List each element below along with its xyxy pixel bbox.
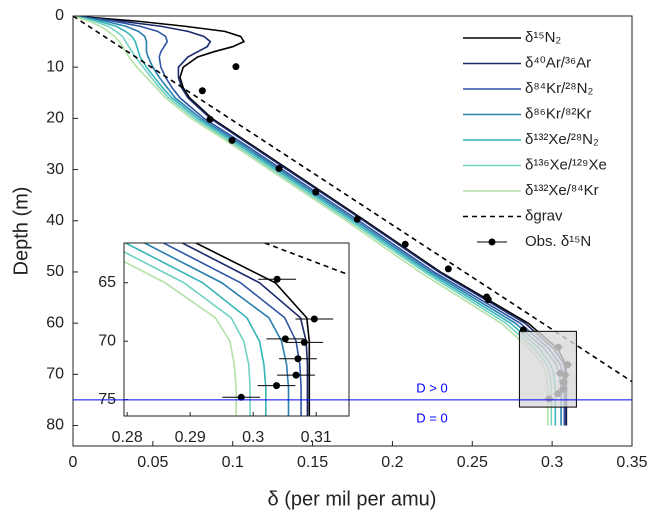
annotation: D = 0 bbox=[416, 410, 447, 425]
inset-y-tick-label: 75 bbox=[98, 391, 116, 408]
inset-obs-point bbox=[294, 355, 302, 363]
y-tick-label: 20 bbox=[46, 110, 64, 127]
inset-obs-point bbox=[292, 371, 300, 379]
obs-point bbox=[484, 296, 492, 304]
inset-obs-point bbox=[300, 338, 308, 346]
inset-frame bbox=[123, 242, 350, 417]
x-tick-label: 0.1 bbox=[222, 454, 244, 471]
annotation: D > 0 bbox=[416, 380, 447, 395]
y-tick-label: 80 bbox=[46, 417, 64, 434]
inset-series-line bbox=[180, 243, 309, 416]
inset-obs-point bbox=[237, 393, 245, 401]
inset-series-line bbox=[194, 243, 311, 416]
legend-label: δ¹³⁶Xe/¹²⁹Xe bbox=[525, 156, 607, 173]
legend-swatch bbox=[488, 238, 496, 246]
y-tick-label: 50 bbox=[46, 263, 64, 280]
inset-obs-point bbox=[281, 335, 289, 343]
inset-x-tick-label: 0.28 bbox=[112, 429, 143, 446]
x-tick-label: 0.2 bbox=[381, 454, 403, 471]
obs-point bbox=[198, 87, 206, 95]
obs-point bbox=[401, 240, 409, 248]
inset-obs-point bbox=[310, 315, 318, 323]
obs-point bbox=[353, 215, 361, 223]
inset-obs-point bbox=[273, 382, 281, 390]
inset-y-tick-label: 65 bbox=[98, 274, 116, 291]
legend-label: Obs. δ¹⁵N bbox=[525, 233, 591, 250]
y-axis-label: Depth (m) bbox=[10, 187, 32, 276]
inset-series-line bbox=[142, 243, 290, 416]
legend-label: δ¹⁵N₂ bbox=[525, 29, 561, 46]
legend-label: δ⁸⁶Kr/⁸²Kr bbox=[525, 105, 591, 122]
y-tick-label: 60 bbox=[46, 314, 64, 331]
obs-point bbox=[228, 136, 236, 144]
obs-point bbox=[206, 115, 214, 123]
inset-x-tick-label: 0.31 bbox=[301, 429, 332, 446]
legend-label: δ⁸⁴Kr/²⁸N₂ bbox=[525, 80, 593, 97]
inset-series-line bbox=[124, 243, 267, 416]
y-tick-label: 30 bbox=[46, 161, 64, 178]
inset-x-tick-label: 0.3 bbox=[242, 429, 264, 446]
y-tick-label: 70 bbox=[46, 366, 64, 383]
x-axis-label: δ (per mil per amu) bbox=[268, 488, 437, 510]
inset-y-tick-label: 70 bbox=[98, 332, 116, 349]
x-tick-label: 0.15 bbox=[297, 454, 328, 471]
x-tick-label: 0.05 bbox=[137, 454, 168, 471]
inset-series-line bbox=[124, 250, 251, 416]
legend-label: δ¹³²Xe/⁸⁴Kr bbox=[525, 182, 599, 199]
series-line bbox=[73, 16, 632, 383]
obs-point bbox=[312, 188, 320, 196]
zoom-box bbox=[518, 330, 577, 408]
legend-label: δgrav bbox=[525, 207, 563, 224]
inset-plot-area bbox=[0, 167, 349, 416]
y-tick-label: 40 bbox=[46, 212, 64, 229]
x-tick-label: 0.3 bbox=[541, 454, 563, 471]
legend-label: δ⁴⁰Ar/³⁶Ar bbox=[525, 54, 591, 71]
x-tick-label: 0.35 bbox=[616, 454, 647, 471]
inset-obs-point bbox=[273, 275, 281, 283]
obs-point bbox=[444, 265, 452, 273]
x-tick-label: 0.25 bbox=[457, 454, 488, 471]
y-tick-label: 0 bbox=[55, 7, 64, 24]
main-axes-frame bbox=[72, 15, 633, 447]
obs-point bbox=[232, 63, 240, 71]
inset-obs-point bbox=[0, 167, 5, 174]
inset-series-line bbox=[161, 243, 302, 416]
x-tick-label: 0 bbox=[69, 454, 78, 471]
inset-x-tick-label: 0.29 bbox=[175, 429, 206, 446]
obs-point bbox=[275, 165, 283, 173]
legend-label: δ¹³²Xe/²⁸N₂ bbox=[525, 131, 599, 148]
inset-series-line bbox=[124, 260, 237, 416]
y-tick-label: 10 bbox=[46, 58, 64, 75]
